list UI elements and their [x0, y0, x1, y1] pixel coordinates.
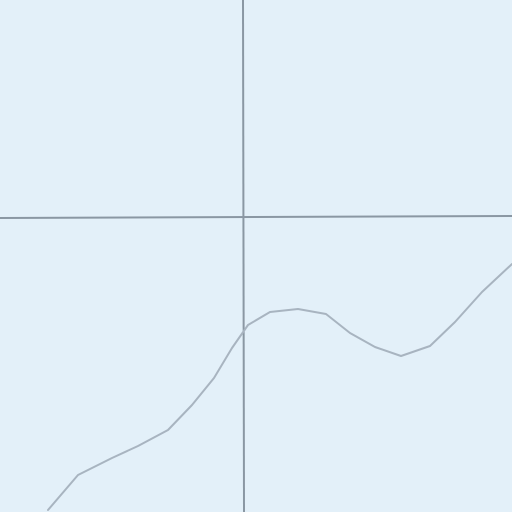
graticule-parallel [0, 215, 512, 219]
graticule-meridian [242, 0, 245, 512]
coastline-boundary [47, 263, 512, 511]
